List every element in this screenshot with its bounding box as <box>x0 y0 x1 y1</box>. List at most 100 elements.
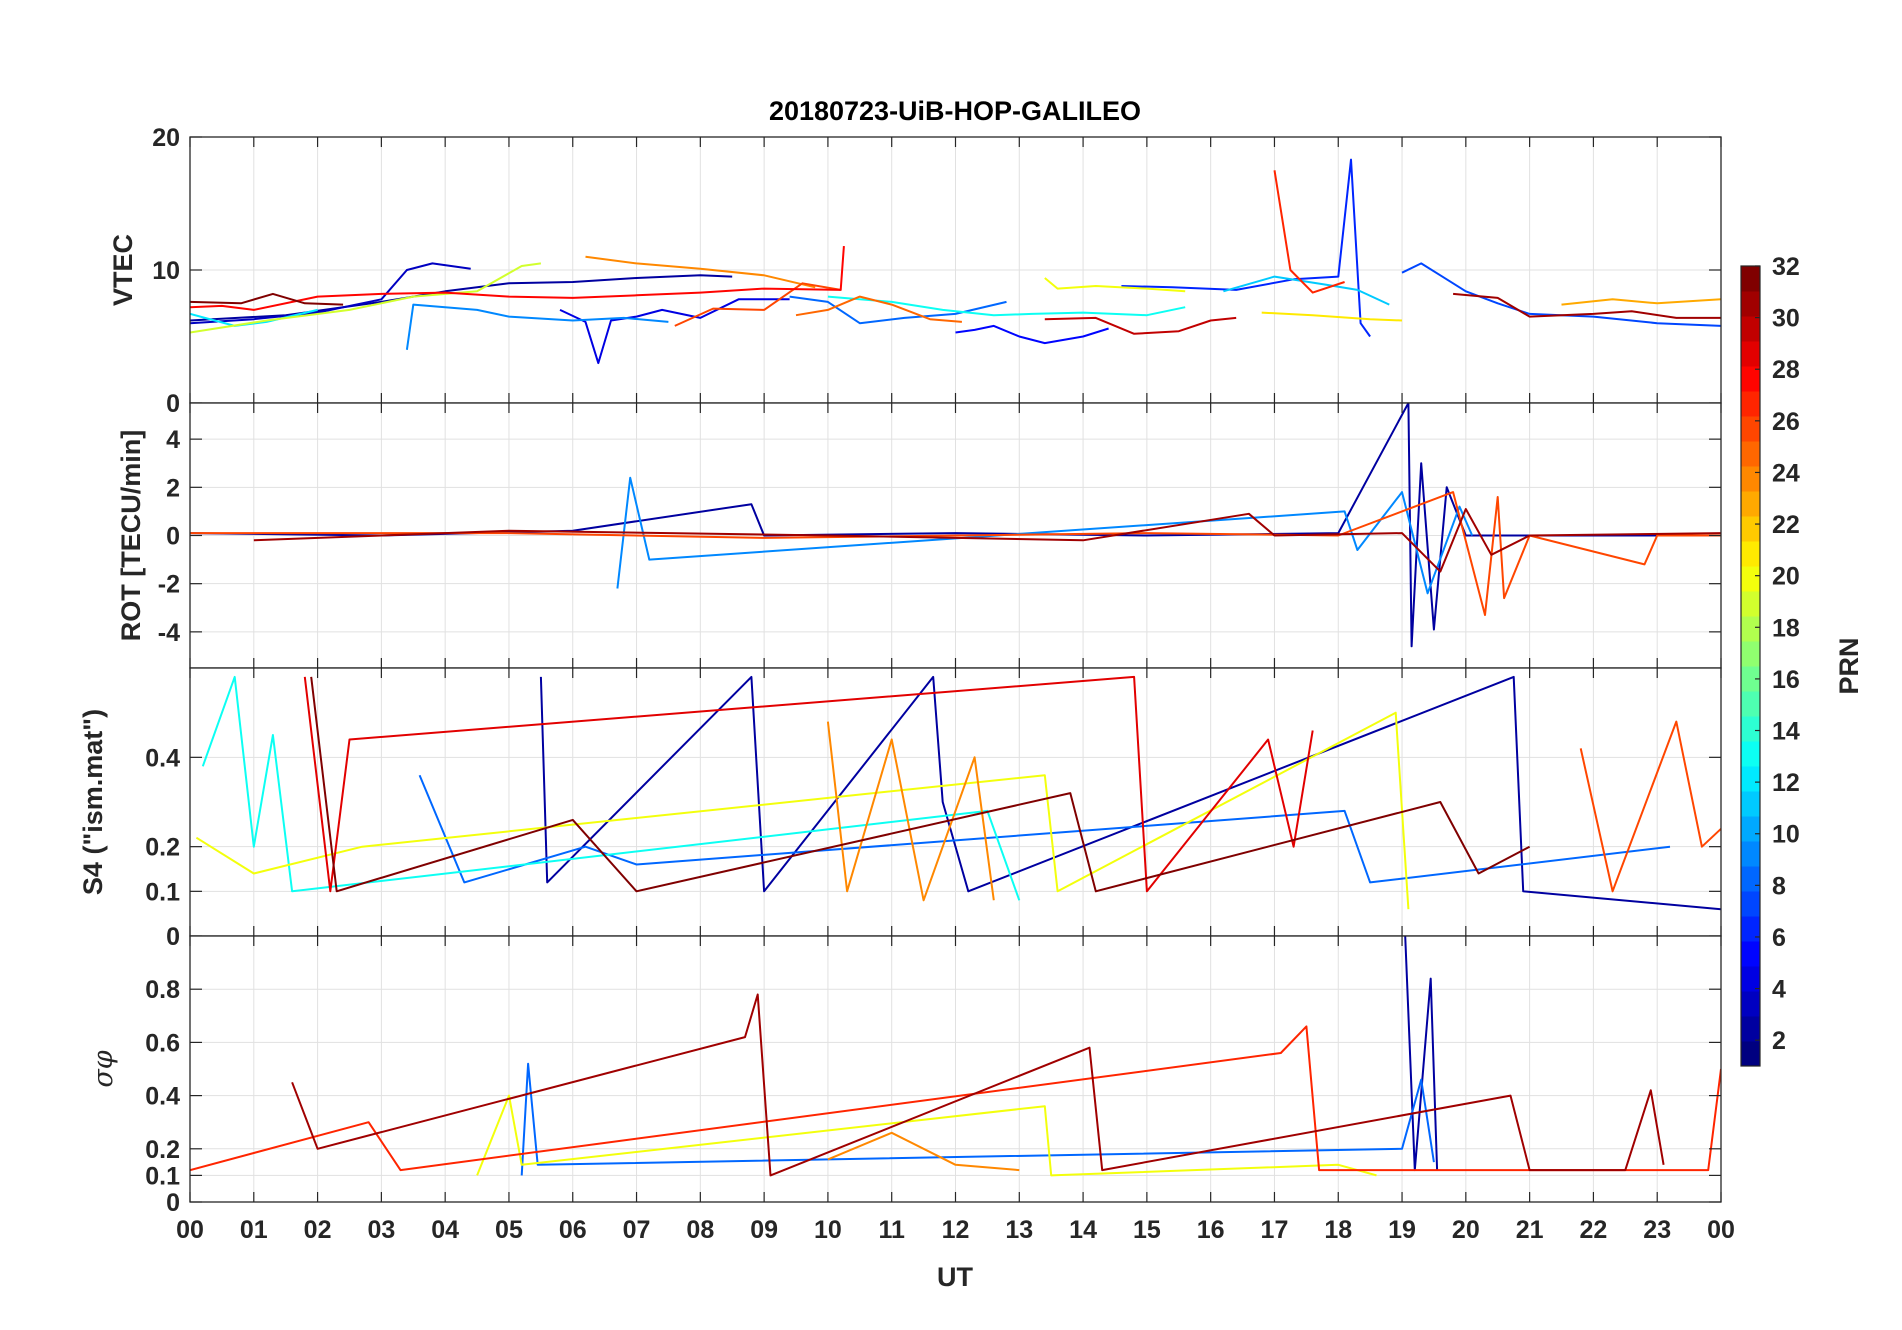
series-prn-7 <box>1401 262 1721 327</box>
y-tick-label: 0 <box>166 923 180 951</box>
y-axis-label: VTEC <box>108 234 138 306</box>
series-prn-24 <box>827 1131 1020 1172</box>
series-group <box>190 403 1721 648</box>
colorbar-tick-label: 30 <box>1772 305 1800 333</box>
series-prn-25 <box>795 295 962 323</box>
colorbar-segment <box>1741 341 1760 367</box>
series-prn-32 <box>190 292 344 306</box>
x-tick-label: 15 <box>1133 1216 1161 1244</box>
colorbar-tick-label: 22 <box>1772 511 1800 539</box>
series-prn-26 <box>674 282 841 327</box>
colorbar-segment <box>1741 841 1760 867</box>
x-tick-label: 19 <box>1388 1216 1416 1244</box>
colorbar-segment <box>1741 291 1760 317</box>
colorbar-segment <box>1741 541 1760 567</box>
y-axis-label: ROT [TECU/min] <box>116 430 146 641</box>
x-tick-label: 06 <box>559 1216 587 1244</box>
colorbar-tick-label: 2 <box>1772 1027 1786 1055</box>
x-tick-label: 10 <box>814 1216 842 1244</box>
colorbar-segment <box>1741 1041 1760 1067</box>
colorbar-segment <box>1741 991 1760 1017</box>
colorbar-segment <box>1741 366 1760 392</box>
y-tick-label: 0.4 <box>145 744 180 772</box>
y-tick-label: -2 <box>158 571 180 599</box>
y-tick-label: 2 <box>166 474 180 502</box>
x-tick-label: 17 <box>1261 1216 1289 1244</box>
y-tick-label: 0.8 <box>145 976 180 1004</box>
y-axis-label: S4 ("ism.mat") <box>78 709 108 895</box>
x-tick-label: 21 <box>1516 1216 1544 1244</box>
colorbar-segment <box>1741 316 1760 342</box>
x-tick-label: 20 <box>1452 1216 1480 1244</box>
series-prn-2 <box>1404 936 1439 1172</box>
series-prn-26 <box>1579 720 1721 893</box>
colorbar-segment <box>1741 416 1760 442</box>
y-tick-label: 0 <box>166 523 180 551</box>
colorbar-segment <box>1741 716 1760 742</box>
panel-vtec: 0 10 20 VTEC <box>108 124 1722 418</box>
x-tick-label: 18 <box>1324 1216 1352 1244</box>
x-tick-label: 22 <box>1580 1216 1608 1244</box>
series-prn-27 <box>1273 170 1345 294</box>
colorbar-segment <box>1741 616 1760 642</box>
series-prn-8 <box>418 774 1671 884</box>
colorbar-tick-label: 28 <box>1772 356 1800 384</box>
colorbar-tick-label: 8 <box>1772 872 1786 900</box>
colorbar-segment <box>1741 391 1760 417</box>
colorbar-segment <box>1741 966 1760 992</box>
series-prn-31 <box>291 993 1665 1177</box>
colorbar-segment <box>1741 441 1760 467</box>
colorbar-tick-label: 32 <box>1772 253 1800 281</box>
y-tick-label: -4 <box>158 619 180 647</box>
series-prn-20 <box>195 711 1410 910</box>
x-tick-label: 13 <box>1005 1216 1033 1244</box>
series-prn-2 <box>190 403 1721 648</box>
series-prn-9 <box>616 476 1474 595</box>
panel-sigma_phi: 00.10.2 0.4 0.6 0.8 σφ 00 01 02 03 04 05 06 07 08 09 10… <box>88 935 1735 1244</box>
series-prn-32 <box>310 676 1531 893</box>
colorbar-segment <box>1741 266 1760 292</box>
colorbar-tick-label: 10 <box>1772 821 1800 849</box>
colorbar-segment <box>1741 516 1760 542</box>
colorbar-tick-label: 16 <box>1772 666 1800 694</box>
series-prn-31 <box>253 508 1721 573</box>
x-tick-label: 09 <box>750 1216 778 1244</box>
series-prn-9 <box>405 303 669 350</box>
x-tick-label: 00 <box>1707 1216 1735 1244</box>
x-tick-label: 02 <box>304 1216 332 1244</box>
series-prn-28 <box>190 246 845 311</box>
series-prn-30 <box>1044 316 1237 335</box>
series-prn-27 <box>190 1025 1721 1172</box>
colorbar-segment <box>1741 891 1760 917</box>
series-prn-24 <box>585 255 816 289</box>
x-tick-label: 11 <box>878 1216 905 1244</box>
x-tick-label: 16 <box>1197 1216 1225 1244</box>
chart-title: 20180723-UiB-HOP-GALILEO <box>769 96 1141 126</box>
series-prn-20 <box>476 1094 1377 1177</box>
series-prn-11 <box>1223 275 1390 306</box>
series-prn-24 <box>826 721 995 902</box>
x-tick-label: 07 <box>623 1216 651 1244</box>
series-prn-3 <box>190 262 471 325</box>
colorbar-segment <box>1741 566 1760 592</box>
colorbar-tick-label: 24 <box>1772 459 1800 487</box>
colorbar-frame <box>1740 265 1761 1067</box>
colorbar-tick-label: 18 <box>1772 614 1800 642</box>
y-tick-label: 0.1 <box>145 878 180 906</box>
series-prn-13 <box>827 295 1186 317</box>
series-prn-21 <box>1261 311 1403 322</box>
y-tick-label: 0.4 <box>145 1083 180 1111</box>
colorbar-segment <box>1741 941 1760 967</box>
series-prn-5 <box>955 324 1109 345</box>
series-group <box>190 158 1721 365</box>
colorbar-tick-label: 4 <box>1772 976 1786 1004</box>
series-prn-19 <box>190 262 542 334</box>
x-tick-label: 12 <box>942 1216 970 1244</box>
colorbar-segment <box>1741 641 1760 667</box>
colorbar-segment <box>1741 791 1760 817</box>
colorbar-segment <box>1741 816 1760 842</box>
x-axis-label: UT <box>937 1262 973 1292</box>
colorbar-tick-label: 14 <box>1772 718 1800 746</box>
